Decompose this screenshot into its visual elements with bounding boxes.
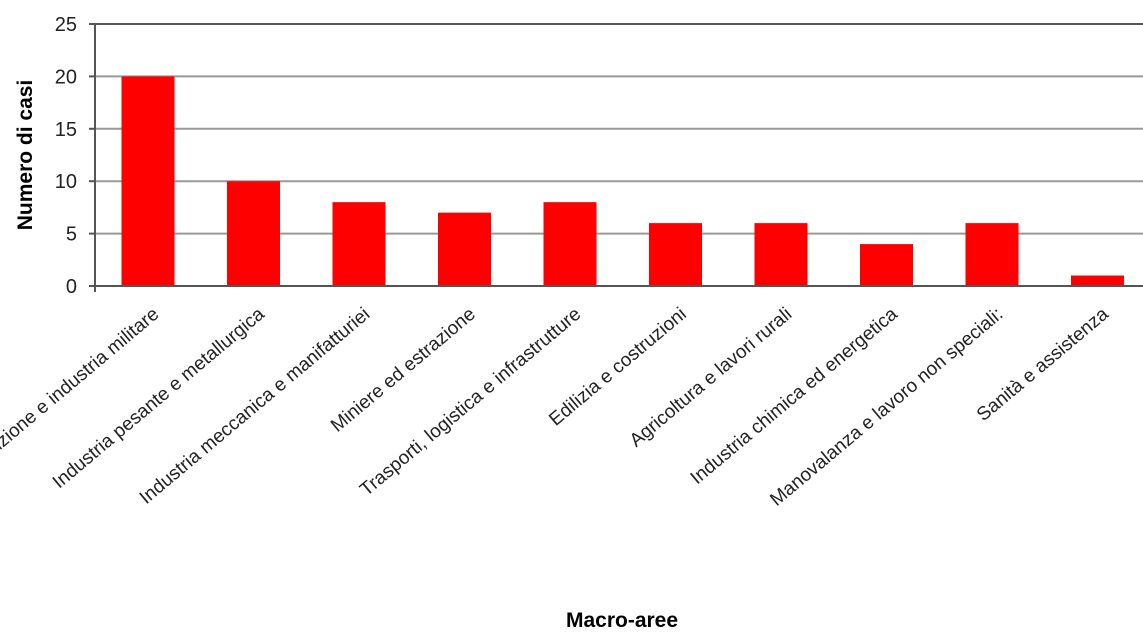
x-tick-label: Manovalanza e lavoro non speciali: bbox=[766, 304, 1007, 511]
x-tick-label: Industria pesante e metallurgica bbox=[49, 303, 269, 492]
bar bbox=[438, 212, 491, 286]
bar bbox=[649, 223, 702, 286]
bar bbox=[860, 244, 913, 286]
bar bbox=[121, 76, 175, 287]
x-tick-label: Industria chimica ed energetica bbox=[687, 303, 902, 488]
y-tick-labels: 0 5 10 15 20 25 bbox=[55, 14, 77, 298]
x-tick-labels: Produzione e industria militareIndustria… bbox=[0, 303, 1113, 510]
x-tick-label: Industria meccanica e manifatturiei bbox=[136, 304, 374, 509]
bar bbox=[754, 223, 808, 286]
bar bbox=[332, 202, 386, 286]
plot-frame bbox=[89, 23, 1143, 292]
y-tick-label: 20 bbox=[55, 66, 77, 88]
bar bbox=[227, 181, 280, 286]
y-tick-label: 0 bbox=[66, 276, 77, 298]
y-tick-label: 10 bbox=[55, 171, 77, 193]
y-tick-label: 5 bbox=[66, 224, 77, 246]
x-axis-title: Macro-aree bbox=[566, 609, 678, 632]
bar bbox=[543, 202, 597, 286]
y-tick-label: 15 bbox=[55, 119, 77, 141]
bar bbox=[1071, 275, 1124, 286]
y-axis-title: Numero di casi bbox=[14, 80, 37, 231]
bars bbox=[121, 76, 1124, 287]
bar bbox=[965, 223, 1019, 286]
y-tick-label: 25 bbox=[55, 14, 77, 36]
x-tick-label: Trasporti, logistica e infrastrutture bbox=[356, 304, 585, 501]
